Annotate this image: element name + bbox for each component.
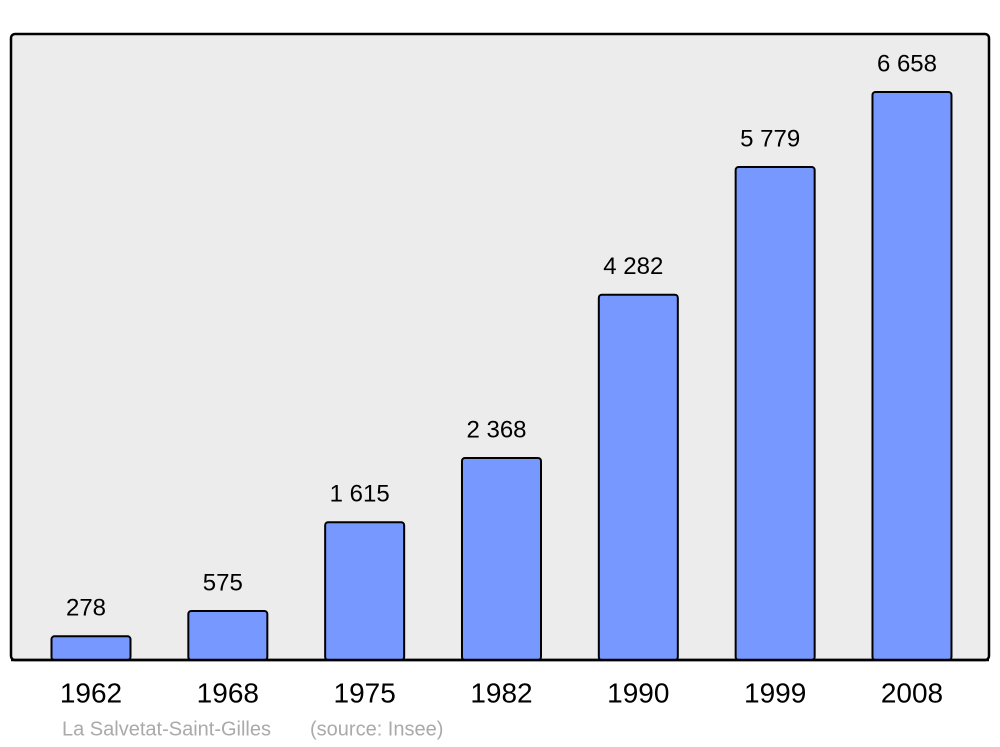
x-tick-label: 1975 (334, 677, 396, 708)
bar (50, 635, 132, 661)
x-tick-label: 1990 (607, 677, 669, 708)
x-tick-label: 1968 (197, 677, 259, 708)
x-tick-label: 1982 (470, 677, 532, 708)
source: (source: Insee) (310, 718, 443, 740)
x-tick-label: 1962 (60, 677, 122, 708)
value-label: 1 615 (330, 481, 390, 508)
bar (187, 609, 269, 661)
bar (597, 293, 679, 661)
x-tick-label: 2008 (881, 677, 943, 708)
value-label: 6 658 (877, 50, 937, 77)
value-label: 5 779 (740, 125, 800, 152)
value-label: 2 368 (466, 416, 526, 443)
x-tick-label: 1999 (744, 677, 806, 708)
value-label: 575 (203, 569, 243, 596)
bar (871, 91, 953, 661)
value-label: 4 282 (603, 253, 663, 280)
bar (460, 456, 542, 661)
caption: La Salvetat-Saint-Gilles (62, 718, 271, 740)
bar (734, 165, 816, 661)
bar (324, 521, 406, 662)
value-label: 278 (66, 595, 106, 622)
